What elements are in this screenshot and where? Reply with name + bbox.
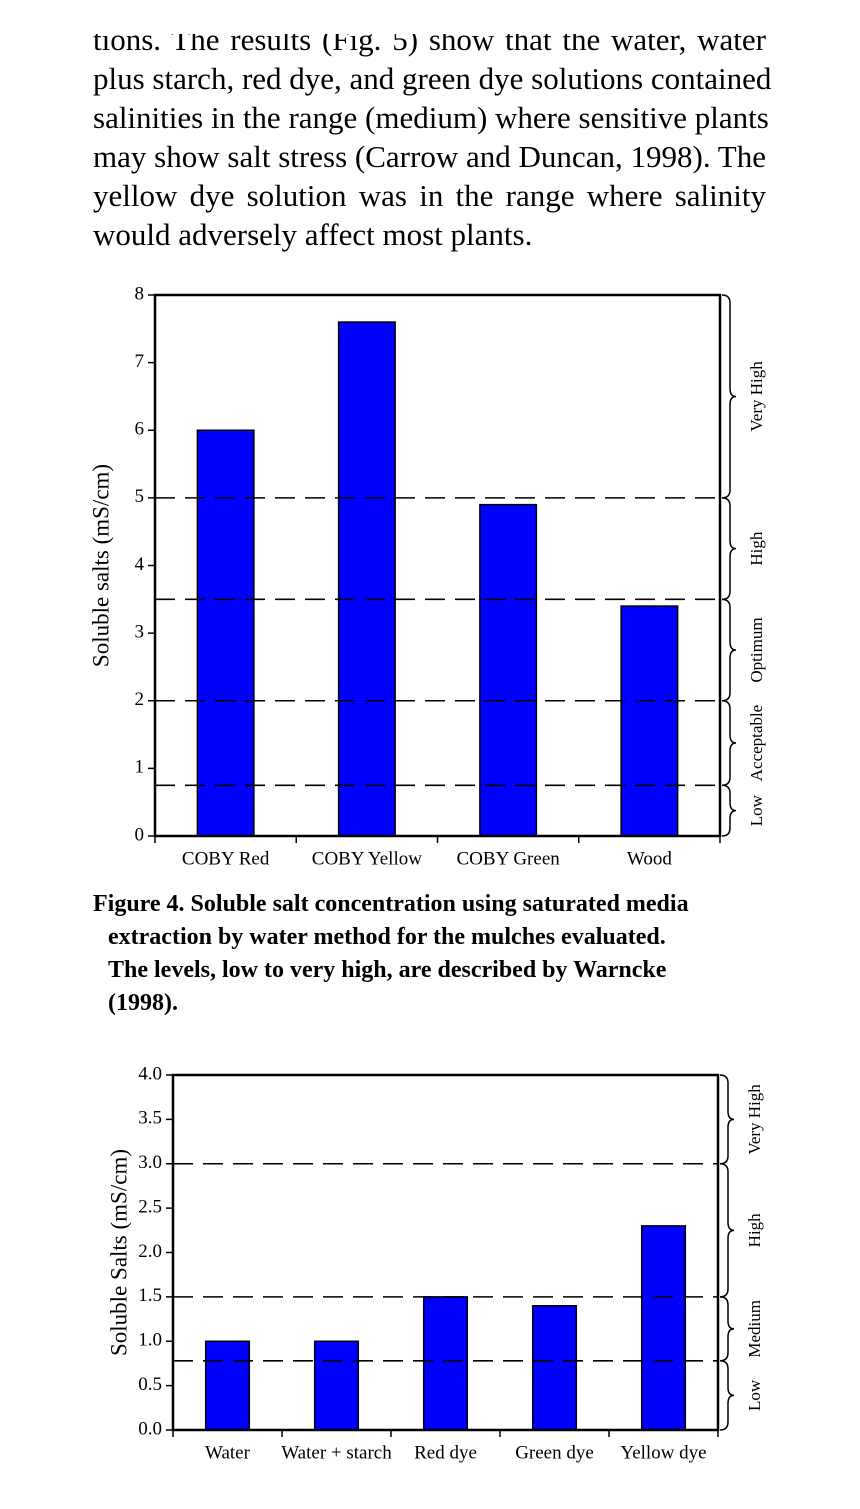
bar <box>196 429 255 837</box>
text-line: salinities in the range (medium) where s… <box>93 100 769 135</box>
x-tick-label: Red dye <box>414 1442 477 1463</box>
bar <box>640 1225 687 1431</box>
level-brace <box>721 294 737 499</box>
y-tick-label: 4 <box>135 554 145 575</box>
y-tick-label: 7 <box>135 351 145 372</box>
y-tick-label: 6 <box>135 419 145 440</box>
text-line: yellow dye solution was in the range whe… <box>93 178 766 213</box>
x-tick-label: Yellow dye <box>620 1442 706 1463</box>
caption-line: The levels, low to very high, are descri… <box>108 957 667 983</box>
y-tick-label: 2.5 <box>138 1196 162 1217</box>
y-tick-label: 3 <box>135 621 145 642</box>
level-brace <box>719 1360 735 1431</box>
level-label: Acceptable <box>747 705 766 781</box>
paragraph: tions. The results (Fig. 5) show that th… <box>93 20 772 254</box>
text-line: plus starch, red dye, and green dye solu… <box>93 61 772 96</box>
y-tick-label: 2 <box>135 689 145 710</box>
bar <box>204 1340 251 1431</box>
level-brace <box>721 497 737 601</box>
y-tick-label: 3.5 <box>138 1108 162 1129</box>
y-tick-label: 5 <box>135 486 145 507</box>
y-tick-label: 8 <box>135 283 145 304</box>
y-axis-label: Soluble salts (mS/cm) <box>88 464 113 667</box>
y-tick-label: 0 <box>135 824 145 845</box>
bar <box>337 321 396 837</box>
level-label: Medium <box>745 1300 764 1358</box>
caption-line: Figure 4. Soluble salt concentration usi… <box>93 891 689 917</box>
level-label: Very High <box>747 361 766 432</box>
x-tick-label: Water + starch <box>281 1442 392 1463</box>
bar <box>313 1340 360 1431</box>
y-tick-label: 0.5 <box>138 1374 162 1395</box>
level-label: High <box>745 1213 764 1248</box>
x-tick-label: Green dye <box>515 1442 594 1463</box>
figure-caption: Figure 4. Soluble salt concentration usi… <box>93 888 689 1020</box>
plot-frame <box>153 293 722 838</box>
y-tick-label: 4.0 <box>138 1063 162 1084</box>
text-line: may show salt stress (Carrow and Duncan,… <box>93 139 766 174</box>
level-label: Very High <box>745 1084 764 1155</box>
x-tick-label: COBY Green <box>457 848 561 869</box>
level-label: Low <box>747 794 766 826</box>
y-tick-label: 1 <box>135 757 145 778</box>
caption-line: extraction by water method for the mulch… <box>108 924 666 950</box>
plot-frame <box>171 1073 720 1432</box>
level-label: High <box>747 531 766 566</box>
y-tick-label: 1.0 <box>138 1330 162 1351</box>
y-axis-label: Soluble Salts (mS/cm) <box>106 1149 131 1356</box>
bar <box>479 503 538 837</box>
caption-line: (1998). <box>108 990 178 1016</box>
level-brace <box>721 598 737 702</box>
level-brace <box>719 1296 735 1362</box>
bar <box>531 1305 578 1431</box>
bar <box>620 605 679 837</box>
level-brace <box>719 1074 735 1165</box>
level-brace <box>719 1163 735 1298</box>
y-tick-label: 1.5 <box>138 1285 162 1306</box>
x-tick-label: Wood <box>627 848 672 869</box>
y-tick-label: 0.0 <box>138 1418 162 1439</box>
x-tick-label: COBY Red <box>182 848 270 869</box>
level-label: Optimum <box>747 617 766 682</box>
text-line: would adversely affect most plants. <box>93 217 533 252</box>
level-brace <box>721 784 737 837</box>
x-tick-label: COBY Yellow <box>312 848 422 869</box>
bar <box>422 1296 469 1431</box>
crop-edge <box>0 0 860 34</box>
level-label: Low <box>745 1379 764 1411</box>
y-tick-label: 3.0 <box>138 1152 162 1173</box>
x-tick-label: Water <box>205 1442 251 1463</box>
y-tick-label: 2.0 <box>138 1241 162 1262</box>
level-brace <box>721 700 737 787</box>
